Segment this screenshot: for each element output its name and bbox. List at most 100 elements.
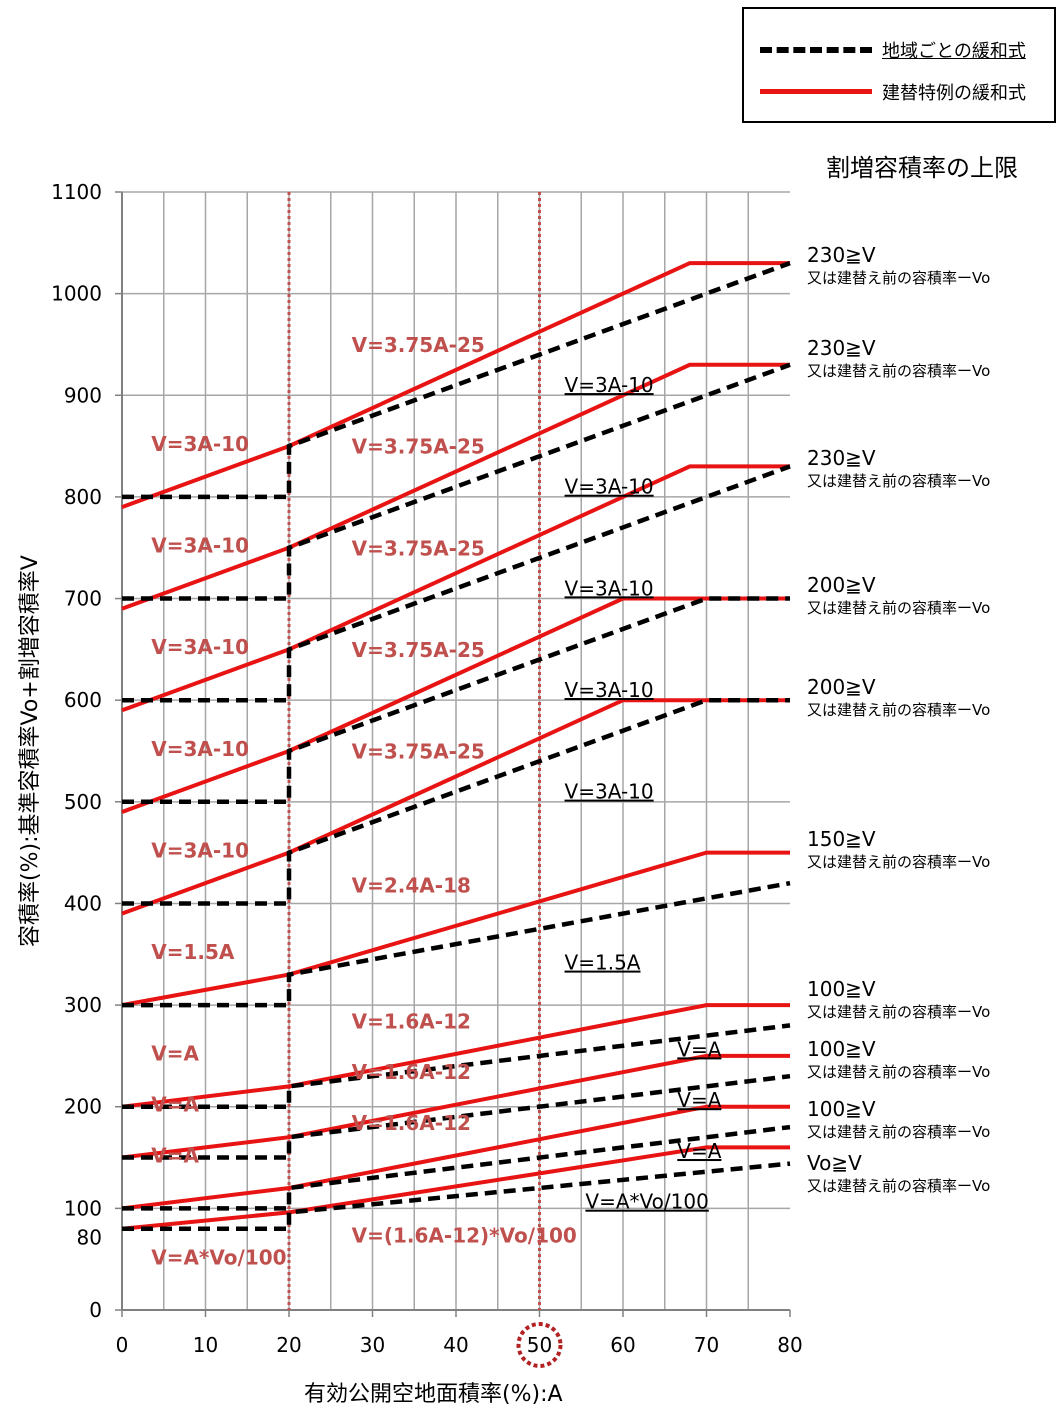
y-tick-label: 100 [64,1196,102,1220]
formula-label-left: V=3A-10 [151,534,249,558]
regional-line [122,880,791,1008]
cap-label-line2: 又は建替え前の容積率ーVo [807,853,990,871]
cap-label-line1: 230≧V [807,336,876,360]
formula-label-mid: V=1.6A-12 [352,1009,471,1033]
formula-label-mid: V=3.75A-25 [352,740,485,764]
formula-label-mid: V=2.4A-18 [352,874,471,898]
limits-heading: 割増容積率の上限 [826,154,1018,182]
rebuild-line [121,362,790,611]
formula-label-mid: V=1.6A-12 [352,1111,471,1135]
formula-label-right: V=A*Vo/100 [585,1190,708,1214]
x-tick-label: 40 [443,1333,468,1357]
formula-label-left: V=A [151,1143,199,1167]
regional-line [122,1073,791,1160]
y-tick-label: 600 [64,688,102,712]
y-tick-label: 0 [89,1298,102,1322]
rebuild-line [121,261,790,509]
cap-label-line2: 又は建替え前の容積率ーVo [807,1123,990,1141]
formula-label-right: V=3A-10 [565,475,654,499]
regional-line [122,1124,791,1211]
rebuild-line [121,850,790,1008]
cap-label-line1: 100≧V [807,1097,876,1121]
y-tick-label: 700 [64,587,102,611]
rebuild-line [121,596,790,814]
cap-label-line2: 又は建替え前の容積率ーVo [807,701,990,719]
formula-label-left: V=3A-10 [151,635,249,659]
x-tick-label: 80 [777,1333,802,1357]
rebuild-line [121,1053,790,1160]
formula-label-left: V=A [151,1042,199,1066]
y-tick-label: 400 [64,891,102,915]
formula-label-mid: V=(1.6A-12)*Vo/100 [352,1224,577,1248]
y-tick-label: 1100 [51,180,102,204]
formula-label-left: V=1.5A [151,940,235,964]
formula-label-left: V=3A-10 [151,838,249,862]
cap-label-line2: 又は建替え前の容積率ーVo [807,1003,990,1021]
x-tick-label: 10 [193,1333,218,1357]
regional-line [122,1023,791,1109]
regional-line [122,362,791,601]
y-tick-label: 300 [64,993,102,1017]
formula-label-right: V=A [677,1037,721,1061]
y-tick-label: 1000 [51,282,102,306]
legend: 地域ごとの緩和式 建替特例の緩和式 [742,7,1056,123]
x-tick-label: 0 [116,1333,129,1357]
rebuild-line [121,464,790,713]
formula-label-left: V=3A-10 [151,432,249,456]
rebuild-line [121,1145,790,1231]
formula-label-left: V=A*Vo/100 [151,1246,286,1270]
y-tick-label: 80 [77,1226,102,1250]
regional-line [122,697,790,906]
legend-rebuild-swatch [760,89,872,94]
cap-label-line1: Vo≧V [807,1151,862,1175]
rebuild-line [121,1003,790,1109]
cap-label-line1: 200≧V [807,573,876,597]
cap-label-line1: 150≧V [807,827,876,851]
cap-label-line1: 200≧V [807,675,876,699]
legend-rebuild-label: 建替特例の緩和式 [882,83,1026,104]
y-tick-label: 500 [64,790,102,814]
formula-label-right: V=3A-10 [565,576,654,600]
formula-label-right: V=A [677,1088,721,1112]
regional-line [122,1161,791,1231]
formula-label-right: V=1.5A [565,951,641,975]
formula-label-left: V=3A-10 [151,737,249,761]
x-tick-label: 60 [610,1333,635,1357]
x-tick-label: 70 [694,1333,719,1357]
formula-label-left: V=A [151,1093,199,1117]
regional-line [122,260,791,500]
y-tick-label: 800 [64,485,102,509]
formula-label-mid: V=1.6A-12 [352,1060,471,1084]
cap-label-line1: 100≧V [807,977,876,1001]
formula-label-mid: V=3.75A-25 [352,638,485,662]
regional-line [122,596,790,805]
rebuild-line [121,698,790,916]
cap-label-line1: 230≧V [807,446,876,470]
y-tick-label: 200 [64,1095,102,1119]
cap-label-line1: 100≧V [807,1037,876,1061]
formula-label-mid: V=3.75A-25 [352,435,485,459]
x-tick-label: 50 [527,1333,552,1357]
formula-label-right: V=3A-10 [565,678,654,702]
x-axis-label: 有効公開空地面積率(%):A [304,1382,563,1407]
cap-label-line2: 又は建替え前の容積率ーVo [807,1177,990,1195]
y-tick-label: 900 [64,383,102,407]
regional-line [122,464,791,703]
legend-regional-label: 地域ごとの緩和式 [882,41,1026,62]
x-tick-highlight-circle [516,1322,563,1368]
cap-label-line2: 又は建替え前の容積率ーVo [807,599,990,617]
formula-label-right: V=3A-10 [565,373,654,397]
formula-label-mid: V=3.75A-25 [352,536,485,560]
x-tick-label: 30 [360,1333,385,1357]
cap-label-line2: 又は建替え前の容積率ーVo [807,472,990,490]
formula-label-mid: V=3.75A-25 [352,333,485,357]
cap-label-line2: 又は建替え前の容積率ーVo [807,1063,990,1081]
formula-label-right: V=A [677,1139,721,1163]
formula-label-right: V=3A-10 [565,780,654,804]
rebuild-line [121,1104,790,1211]
cap-label-line2: 又は建替え前の容積率ーVo [807,269,990,287]
cap-label-line1: 230≧V [807,243,876,267]
cap-label-line2: 又は建替え前の容積率ーVo [807,362,990,380]
legend-regional-swatch [760,47,872,53]
